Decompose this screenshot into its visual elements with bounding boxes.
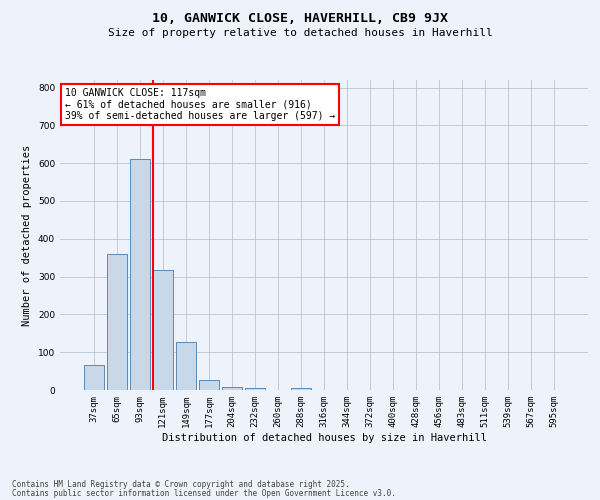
Bar bbox=[107, 254, 127, 390]
Text: 10 GANWICK CLOSE: 117sqm
← 61% of detached houses are smaller (916)
39% of semi-: 10 GANWICK CLOSE: 117sqm ← 61% of detach… bbox=[65, 88, 335, 121]
Y-axis label: Number of detached properties: Number of detached properties bbox=[22, 144, 32, 326]
Text: Contains HM Land Registry data © Crown copyright and database right 2025.: Contains HM Land Registry data © Crown c… bbox=[12, 480, 350, 489]
Text: Contains public sector information licensed under the Open Government Licence v3: Contains public sector information licen… bbox=[12, 488, 396, 498]
X-axis label: Distribution of detached houses by size in Haverhill: Distribution of detached houses by size … bbox=[161, 432, 487, 442]
Bar bbox=[222, 386, 242, 390]
Text: 10, GANWICK CLOSE, HAVERHILL, CB9 9JX: 10, GANWICK CLOSE, HAVERHILL, CB9 9JX bbox=[152, 12, 448, 26]
Bar bbox=[84, 366, 104, 390]
Bar bbox=[153, 270, 173, 390]
Bar bbox=[176, 342, 196, 390]
Bar bbox=[245, 388, 265, 390]
Text: Size of property relative to detached houses in Haverhill: Size of property relative to detached ho… bbox=[107, 28, 493, 38]
Bar bbox=[291, 388, 311, 390]
Bar bbox=[199, 380, 218, 390]
Bar bbox=[130, 160, 149, 390]
